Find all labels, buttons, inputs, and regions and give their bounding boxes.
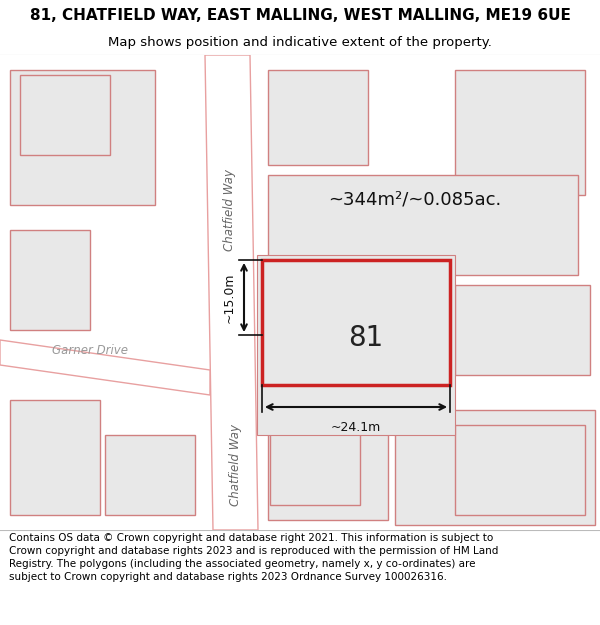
Text: Garner Drive: Garner Drive <box>52 344 128 356</box>
Bar <box>395 410 595 525</box>
Text: ~24.1m: ~24.1m <box>331 421 381 434</box>
Text: 81, CHATFIELD WAY, EAST MALLING, WEST MALLING, ME19 6UE: 81, CHATFIELD WAY, EAST MALLING, WEST MA… <box>29 8 571 23</box>
Bar <box>10 70 155 205</box>
Text: 81: 81 <box>348 324 383 351</box>
Bar <box>268 175 578 275</box>
Bar <box>264 262 334 317</box>
Text: Map shows position and indicative extent of the property.: Map shows position and indicative extent… <box>108 36 492 49</box>
Text: Contains OS data © Crown copyright and database right 2021. This information is : Contains OS data © Crown copyright and d… <box>9 533 499 582</box>
Bar <box>257 255 455 435</box>
Bar <box>105 435 195 515</box>
Bar <box>262 260 450 385</box>
Text: ~344m²/~0.085ac.: ~344m²/~0.085ac. <box>328 191 501 209</box>
Bar <box>10 230 90 330</box>
Bar <box>10 400 100 515</box>
Bar <box>455 285 590 375</box>
Polygon shape <box>205 55 258 530</box>
Bar <box>455 425 585 515</box>
Bar <box>268 70 368 165</box>
Text: Chatfield Way: Chatfield Way <box>223 169 236 251</box>
Polygon shape <box>0 340 210 395</box>
Bar <box>268 415 388 520</box>
Text: Chatfield Way: Chatfield Way <box>229 424 241 506</box>
Bar <box>20 75 110 155</box>
Bar <box>455 70 585 195</box>
Bar <box>270 425 360 505</box>
Text: ~15.0m: ~15.0m <box>223 272 236 322</box>
